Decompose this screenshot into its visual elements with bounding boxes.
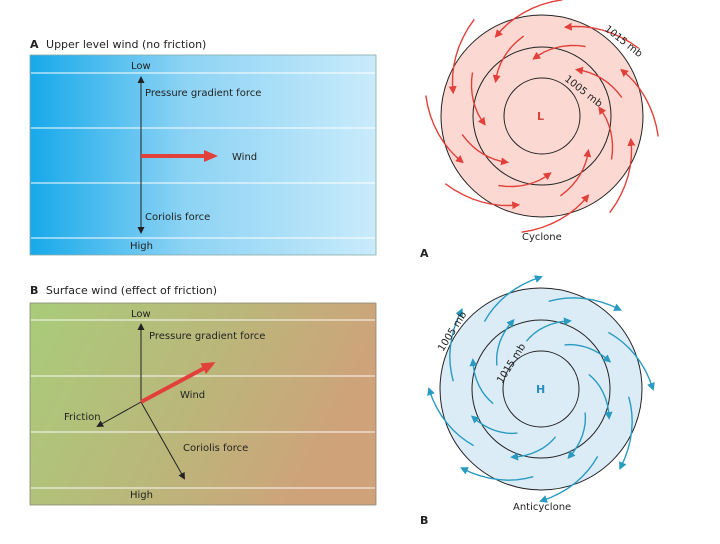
panel-a-title-text: Upper level wind (no friction) [46, 38, 206, 51]
panel-b-coriolis-label: Coriolis force [183, 443, 248, 454]
panel-a-coriolis-label: Coriolis force [145, 212, 210, 223]
cyclone-letter: A [420, 247, 429, 260]
panel-a-isobars [31, 72, 375, 239]
panel-b-title-text: Surface wind (effect of friction) [46, 284, 217, 297]
anticyclone-wind-arrow [619, 396, 633, 471]
anticyclone-wind-arrow [449, 307, 463, 382]
anticyclone-wind-arrow [588, 373, 613, 420]
panel-a-pgf-label: Pressure gradient force [145, 88, 261, 99]
panel-b-background [29, 302, 377, 506]
anticyclone-wind-arrow [470, 415, 518, 435]
cyclone-diagram: 1015 mb 1005 mb L Cyclone A [420, 0, 659, 260]
anticyclone-name: Anticyclone [513, 502, 571, 513]
anticyclone-diagram: 1005 mb 1015 mb H Anticyclone B [420, 275, 655, 527]
panel-a-letter: A [30, 38, 39, 51]
anticyclone-outer-isobar [439, 287, 643, 491]
panel-a-wind-label: Wind [232, 152, 257, 163]
panel-b-letter: B [30, 284, 38, 297]
anticyclone-letter: B [420, 514, 428, 527]
cyclone-outer-isobar [440, 14, 644, 218]
anticyclone-wind-arrow [608, 331, 655, 391]
cyclone-wind-arrow [559, 148, 592, 197]
anticyclone-wind-arrow [510, 436, 557, 461]
cyclone-wind-arrow [470, 72, 486, 126]
cyclone-wind-arrows [425, 0, 659, 233]
cyclone-wind-arrow [498, 172, 552, 188]
anticyclone-middle-isobar [471, 319, 611, 459]
panel-b-low-label: Low [131, 309, 151, 320]
anticyclone-wind-arrow [459, 467, 534, 481]
panel-b-title: B Surface wind (effect of friction) [30, 284, 217, 297]
panel-b: B Surface wind (effect of friction) Low … [29, 284, 377, 506]
anticyclone-inner-isobar [502, 350, 580, 428]
panel-b-wind-label: Wind [180, 390, 205, 401]
panel-b-wind-arrow [140, 362, 216, 404]
cyclone-inner-isobar [503, 77, 581, 155]
anticyclone-wind-arrow [483, 275, 543, 322]
cyclone-wind-arrow [532, 44, 586, 60]
anticyclone-wind-arrow [525, 317, 572, 342]
panel-a-title: A Upper level wind (no friction) [30, 38, 206, 51]
anticyclone-center-label: H [536, 383, 545, 396]
panel-b-friction-label: Friction [64, 412, 101, 423]
panel-b-high-label: High [130, 490, 153, 501]
cyclone-wind-arrow [461, 133, 510, 166]
panel-b-coriolis-arrow [140, 401, 185, 480]
anticyclone-wind-arrow [564, 343, 612, 363]
cyclone-wind-arrow [444, 183, 521, 210]
anticyclone-wind-arrow [469, 358, 494, 405]
anticyclone-wind-arrow [427, 387, 474, 447]
panel-a-low-label: Low [131, 61, 151, 72]
cyclone-wind-arrow [620, 68, 659, 137]
anticyclone-wind-arrow [548, 297, 623, 311]
anticyclone-wind-arrow [495, 318, 515, 366]
panel-b-friction-arrow [96, 401, 142, 427]
anticyclone-wind-arrow [567, 412, 587, 460]
panel-a-high-label: High [130, 241, 153, 252]
cyclone-center-label: L [537, 110, 544, 123]
cyclone-wind-arrow [521, 194, 590, 233]
cyclone-wind-arrow [494, 0, 563, 38]
cyclone-wind-arrow [574, 66, 623, 99]
cyclone-middle-isobar [472, 46, 612, 186]
cyclone-wind-arrow [609, 137, 636, 214]
cyclone-name: Cyclone [522, 232, 562, 243]
cyclone-wind-arrow [598, 106, 614, 160]
panel-a: A Upper level wind (no friction) Low Pre… [29, 38, 377, 256]
anticyclone-wind-arrow [539, 456, 599, 503]
cyclone-wind-arrow [563, 22, 640, 49]
cyclone-wind-arrow [492, 35, 525, 84]
panel-b-isobars [31, 319, 375, 489]
cyclone-wind-arrow [448, 18, 475, 95]
anticyclone-wind-arrows [427, 275, 655, 503]
panel-b-pgf-label: Pressure gradient force [149, 331, 265, 342]
cyclone-wind-arrow [425, 95, 464, 164]
